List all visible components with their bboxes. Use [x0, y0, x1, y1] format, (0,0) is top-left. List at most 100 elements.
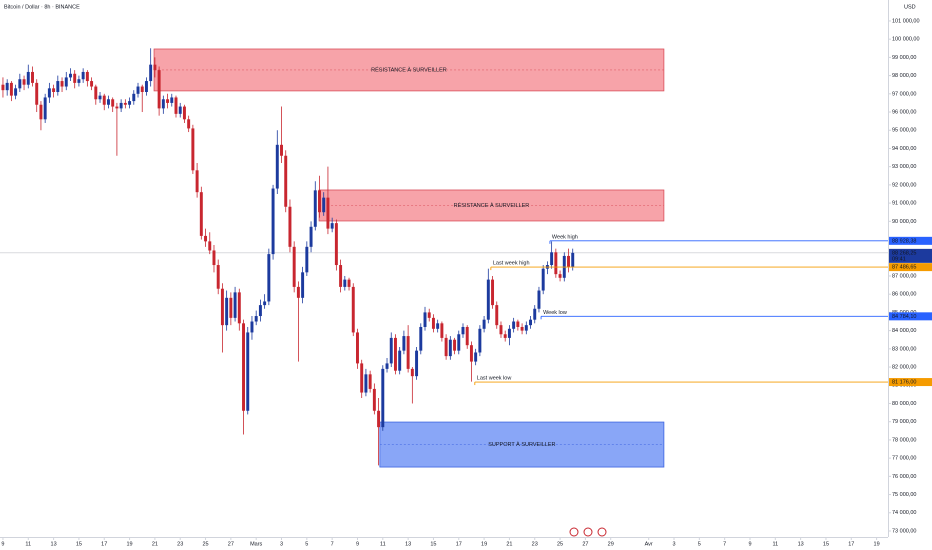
- candle-body: [292, 246, 296, 287]
- x-tick-label: 3: [672, 541, 675, 547]
- candle-body: [208, 241, 212, 251]
- x-tick-label: 19: [481, 541, 487, 547]
- candle-body: [35, 82, 39, 105]
- candle-body: [90, 81, 94, 87]
- level-name: Last week low: [477, 376, 512, 382]
- x-tick-label: Mars: [250, 541, 262, 547]
- candle-body: [102, 95, 106, 105]
- candle-body: [56, 81, 60, 92]
- candle-body: [284, 155, 288, 207]
- x-tick-label: 13: [405, 541, 411, 547]
- candle-body: [115, 106, 119, 109]
- candle-body: [216, 265, 220, 289]
- candle-body: [187, 119, 191, 129]
- candle-body: [18, 79, 22, 89]
- candle-body: [381, 368, 385, 428]
- candle-body: [351, 286, 355, 333]
- y-tick-label: 80 000,00: [892, 401, 916, 407]
- x-tick-label: 13: [798, 541, 804, 547]
- x-tick-label: 25: [557, 541, 563, 547]
- candle-body: [377, 410, 381, 428]
- zone-label: RÉSISTANCE À SURVEILLER: [454, 202, 530, 209]
- candle-body: [229, 297, 233, 318]
- y-tick-label: 86 000,00: [892, 292, 916, 298]
- candle-body: [491, 279, 495, 306]
- candle-body: [77, 79, 81, 83]
- candle-body: [554, 252, 558, 275]
- candle-body: [478, 328, 482, 353]
- x-tick-label: 25: [202, 541, 208, 547]
- y-tick-label: 94 000,00: [892, 146, 916, 152]
- x-tick-label: 19: [874, 541, 880, 547]
- level-tag-label: 88 928,38: [892, 238, 916, 244]
- candle-body: [106, 99, 110, 105]
- candle-body: [309, 226, 313, 247]
- candle-body: [144, 81, 148, 92]
- y-tick-label: 76 000,00: [892, 474, 916, 480]
- candle-body: [343, 279, 347, 287]
- x-tick-label: 3: [280, 541, 283, 547]
- candle-body: [427, 312, 431, 318]
- candle-body: [85, 71, 89, 82]
- candle-body: [436, 323, 440, 329]
- candle-body: [347, 279, 351, 287]
- candle-body: [537, 290, 541, 309]
- candle-body: [486, 279, 490, 320]
- candle-body: [334, 223, 338, 266]
- level-name: Last week high: [493, 261, 530, 267]
- candle-body: [22, 79, 26, 85]
- candle-body: [448, 339, 452, 357]
- candle-body: [267, 254, 271, 302]
- candle-body: [136, 86, 140, 94]
- candle-body: [98, 95, 102, 100]
- last-price-tag: [889, 248, 932, 263]
- x-tick-label: 5: [305, 541, 308, 547]
- candle-body: [225, 297, 229, 326]
- y-tick-label: 91 000,00: [892, 201, 916, 207]
- y-tick-label: 73 000,00: [892, 528, 916, 534]
- candle-body: [140, 86, 144, 92]
- y-tick-label: 95 000,00: [892, 128, 916, 134]
- currency: USD: [904, 4, 916, 10]
- x-tick-label: 29: [608, 541, 614, 547]
- candle-body: [322, 197, 326, 213]
- candle-body: [81, 71, 85, 80]
- candle-body: [254, 316, 258, 322]
- candle-body: [313, 190, 317, 227]
- candle-body: [567, 255, 570, 267]
- candle-body: [52, 88, 56, 92]
- candle-body: [246, 332, 250, 411]
- x-tick-label: 21: [152, 541, 158, 547]
- y-tick-label: 99 000,00: [892, 55, 916, 61]
- x-tick-label: 27: [582, 541, 588, 547]
- level-tag: [889, 236, 932, 245]
- candle-body: [533, 308, 537, 320]
- candle-body: [69, 73, 72, 78]
- candle-body: [431, 317, 435, 329]
- x-tick-label: 19: [127, 541, 133, 547]
- candle-body: [457, 334, 461, 351]
- candle-body: [14, 88, 18, 96]
- candle-body: [73, 73, 77, 83]
- candle-body: [364, 374, 368, 393]
- candle-body: [195, 170, 199, 193]
- candle-body: [212, 250, 216, 266]
- candle-body: [111, 99, 115, 107]
- x-tick-label: 21: [506, 541, 512, 547]
- candle-body: [495, 305, 499, 326]
- candle-body: [512, 321, 516, 329]
- x-tick-label: 11: [380, 541, 386, 547]
- candle-body: [360, 363, 364, 393]
- x-tick-label: 7: [331, 541, 334, 547]
- y-tick-label: 100 000,00: [892, 37, 920, 43]
- candle-body: [529, 319, 532, 326]
- y-tick-label: 96 000,00: [892, 109, 916, 115]
- candle-body: [389, 337, 393, 364]
- candle-body: [465, 326, 469, 346]
- candle-body: [444, 337, 448, 357]
- zone-label: SUPPORT À SURVEILLER: [488, 441, 555, 448]
- x-tick-label: 27: [228, 541, 234, 547]
- candle-body: [174, 97, 178, 114]
- candle-body: [571, 252, 575, 267]
- candle-body: [469, 345, 473, 362]
